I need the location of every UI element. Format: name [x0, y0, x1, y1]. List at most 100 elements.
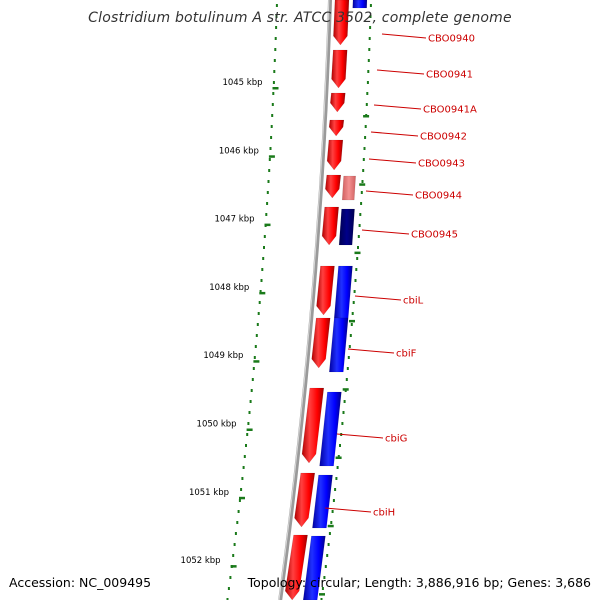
ruler-tick — [253, 360, 260, 363]
forward-gene — [333, 0, 350, 46]
gc-dot — [249, 400, 252, 403]
forward-gene — [326, 139, 344, 171]
gc-dot — [339, 444, 341, 447]
gc-dot — [261, 268, 264, 271]
gene-label: cbiH — [373, 508, 395, 519]
gc-dot — [357, 246, 359, 249]
gene-label: CBO0940 — [428, 34, 475, 45]
gc-dot — [257, 312, 260, 315]
gc-dot — [366, 81, 369, 84]
gc-dot — [260, 279, 263, 282]
gc-dot — [361, 180, 364, 183]
ruler-tick-label: 1052 kbp — [181, 556, 221, 566]
gc-dot — [324, 565, 327, 568]
gc-dot — [263, 235, 266, 238]
forward-gene — [284, 534, 308, 600]
gc-dot — [259, 290, 262, 293]
label-leader-line — [347, 348, 395, 354]
backbone-line — [278, 0, 332, 600]
gc-dot — [367, 70, 370, 73]
ruler-tick — [230, 565, 237, 568]
gc-dot — [320, 598, 323, 600]
reverse-gene-dark — [338, 208, 355, 246]
ruler-minor-tick — [349, 319, 355, 323]
gc-dot — [274, 37, 277, 40]
gc-dot — [367, 59, 370, 62]
gc-dot — [258, 301, 261, 304]
ruler-tick-label: 1048 kbp — [209, 283, 249, 293]
backbone-highlight — [278, 0, 330, 600]
gc-dot — [275, 4, 278, 7]
gene-label: cbiF — [396, 349, 417, 360]
gc-dot — [332, 499, 335, 502]
gc-dot — [368, 37, 371, 40]
gc-dot — [369, 15, 372, 18]
gc-dot — [352, 301, 355, 304]
gc-dot — [273, 59, 276, 62]
gc-dot — [351, 312, 354, 315]
gc-dot — [348, 345, 351, 348]
gc-dot — [360, 202, 363, 205]
gc-dot — [268, 169, 271, 172]
gc-dot — [336, 466, 339, 469]
gc-dot — [343, 400, 346, 403]
gc-dot — [342, 411, 345, 414]
gene-label: CBO0941 — [426, 70, 473, 81]
map-title: Clostridium botulinum A str. ATCC 3502, … — [88, 10, 512, 26]
label-leader-line — [324, 507, 372, 513]
label-leader-line — [370, 131, 419, 137]
gc-dot — [268, 158, 271, 161]
gc-dot — [243, 455, 246, 458]
gc-dot — [232, 554, 235, 557]
gc-dot — [349, 334, 352, 337]
forward-gene — [301, 387, 325, 464]
label-leader-line — [336, 433, 384, 439]
gc-dot — [247, 422, 250, 425]
reverse-gene — [319, 391, 342, 467]
reverse-gene — [352, 0, 368, 9]
gc-dot — [363, 147, 366, 150]
gc-dot — [252, 367, 255, 370]
gc-dot — [330, 521, 333, 524]
gc-dot — [256, 323, 259, 326]
forward-gene — [330, 92, 346, 113]
gc-dot — [227, 587, 230, 590]
gc-dot — [273, 70, 276, 73]
ruler-tick-label: 1051 kbp — [189, 488, 229, 498]
gc-dot — [272, 92, 275, 95]
reverse-gene — [329, 317, 349, 373]
gc-dot — [328, 532, 331, 535]
forward-gene — [331, 49, 348, 89]
gc-dot — [237, 510, 240, 513]
gc-dot — [251, 378, 254, 381]
gc-dot — [358, 224, 361, 227]
ruler-minor-tick — [354, 251, 361, 255]
gc-dot — [245, 444, 247, 447]
gc-dot — [226, 598, 229, 600]
gene-label: CBO0941A — [423, 105, 477, 116]
forward-gene-light — [341, 175, 356, 201]
ruler-minor-tick — [342, 388, 349, 391]
gc-dot — [266, 202, 269, 205]
ruler-minor-tick — [319, 593, 325, 596]
gc-dot — [267, 180, 270, 183]
kbp-ruler: 1045 kbp 1046 kbp 1047 kbp 1048 kbp 1049 kbp… — [181, 78, 370, 596]
gc-dot-tracks — [226, 4, 372, 600]
forward-gene — [294, 472, 316, 528]
label-leader-line — [376, 69, 425, 75]
gc-dot — [353, 290, 356, 293]
gc-dot — [229, 576, 232, 579]
gc-dot — [242, 466, 245, 469]
gc-dot — [241, 477, 244, 480]
ruler-tick-label: 1045 kbp — [222, 78, 262, 88]
ruler-minor-tick — [359, 183, 366, 186]
gc-dot — [364, 136, 367, 139]
reverse-gene — [333, 265, 353, 319]
gc-dot — [369, 4, 372, 7]
gc-dot — [269, 147, 272, 150]
gc-dot — [271, 103, 274, 106]
gc-dot — [254, 345, 257, 348]
gc-dot — [355, 268, 358, 271]
